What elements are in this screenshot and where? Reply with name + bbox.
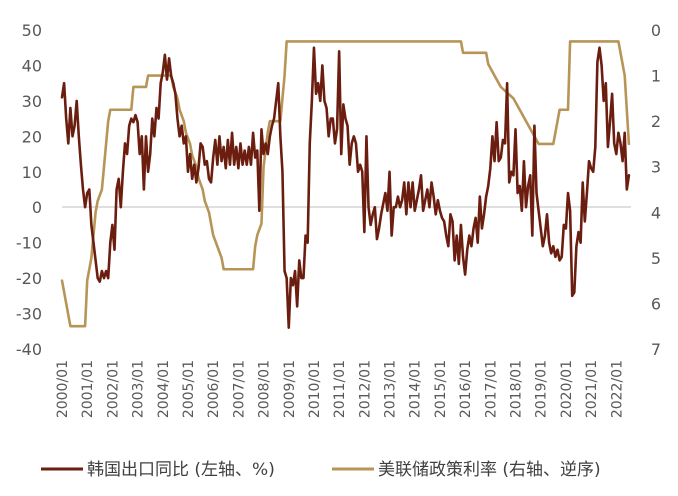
left-tick-label: 30 xyxy=(22,92,42,111)
x-tick-label: 2000/01 xyxy=(55,360,71,418)
right-tick-label: 2 xyxy=(651,112,661,131)
x-tick-label: 2008/01 xyxy=(257,360,273,418)
left-tick-label: 40 xyxy=(22,56,42,75)
x-tick-label: 2016/01 xyxy=(458,360,474,418)
left-tick-label: 20 xyxy=(22,127,42,146)
x-tick-label: 2004/01 xyxy=(156,360,172,418)
legend: 韩国出口同比 (左轴、%) 美联储政策利率 (右轴、逆序) xyxy=(41,460,601,480)
series-line-korea-exports xyxy=(60,46,631,330)
x-tick-label: 2009/01 xyxy=(282,360,298,418)
right-tick-label: 7 xyxy=(651,340,661,359)
left-tick-label: -20 xyxy=(16,269,42,288)
legend-label-fed-rate: 美联储政策利率 (右轴、逆序) xyxy=(378,460,601,480)
right-tick-label: 1 xyxy=(651,67,661,86)
x-tick-label: 2021/01 xyxy=(584,360,600,418)
x-axis-ticks: 2000/01 2001/01 2002/01 2003/01 2004/01 2005/… xyxy=(55,360,625,418)
series-layer xyxy=(60,40,631,330)
x-tick-label: 2001/01 xyxy=(80,360,96,418)
x-tick-label: 2012/01 xyxy=(357,360,373,418)
x-tick-label: 2010/01 xyxy=(307,360,323,418)
left-axis-ticks: 50 40 30 20 10 0 -10 -20 -30 -40 xyxy=(16,21,42,359)
x-tick-label: 2015/01 xyxy=(433,360,449,418)
x-tick-label: 2013/01 xyxy=(383,360,399,418)
left-tick-label: 0 xyxy=(32,198,42,217)
x-tick-label: 2020/01 xyxy=(559,360,575,418)
x-tick-label: 2006/01 xyxy=(206,360,222,418)
x-tick-label: 2007/01 xyxy=(231,360,247,418)
left-tick-label: -30 xyxy=(16,305,42,324)
right-tick-label: 4 xyxy=(651,203,661,222)
x-tick-label: 2014/01 xyxy=(408,360,424,418)
right-axis-ticks: 0 1 2 3 4 5 6 7 xyxy=(651,21,661,359)
left-tick-label: -10 xyxy=(16,234,42,253)
x-tick-label: 2022/01 xyxy=(609,360,625,418)
right-tick-label: 5 xyxy=(651,249,661,268)
x-tick-label: 2017/01 xyxy=(483,360,499,418)
left-tick-label: -40 xyxy=(16,340,42,359)
right-tick-label: 3 xyxy=(651,158,661,177)
x-tick-label: 2003/01 xyxy=(131,360,147,418)
right-tick-label: 0 xyxy=(651,21,661,40)
x-tick-label: 2005/01 xyxy=(181,360,197,418)
x-tick-label: 2019/01 xyxy=(534,360,550,418)
x-tick-label: 2011/01 xyxy=(332,360,348,418)
x-tick-label: 2002/01 xyxy=(105,360,121,418)
left-tick-label: 10 xyxy=(22,163,42,182)
legend-label-korea-exports: 韩国出口同比 (左轴、%) xyxy=(87,460,275,480)
series-line-fed-rate xyxy=(60,40,631,328)
left-tick-label: 50 xyxy=(22,21,42,40)
right-tick-label: 6 xyxy=(651,294,661,313)
x-tick-label: 2018/01 xyxy=(509,360,525,418)
